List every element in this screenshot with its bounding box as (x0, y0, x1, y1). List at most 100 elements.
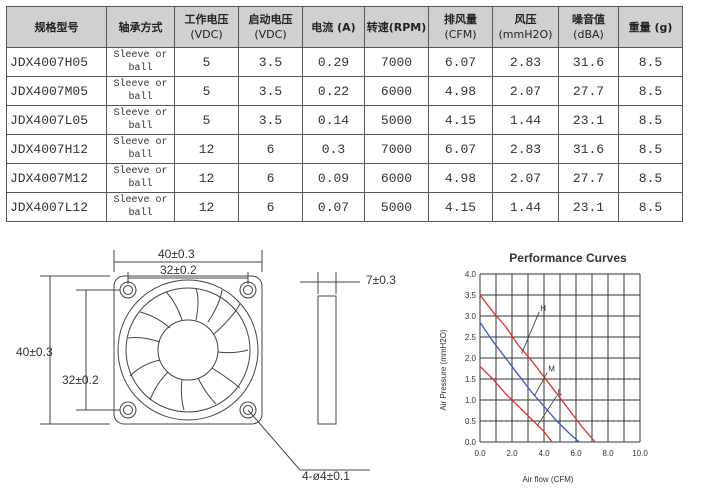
header-main-label: 转速(RPM) (366, 20, 427, 34)
series-label-l: L (558, 388, 563, 397)
bearing-cell: Sleeve or ball (106, 47, 175, 77)
dim-holes-label: 4-ø4±0.1 (302, 469, 350, 483)
start-voltage-cell: 6 (238, 134, 303, 164)
chart-title: Performance Curves (509, 251, 627, 265)
x-tick-label: 10.0 (632, 449, 648, 458)
header-cell: 风压 (mmH2O) (492, 6, 559, 48)
speed-cell: 7000 (364, 47, 429, 77)
series-leader-l (537, 395, 558, 426)
speed-cell: 7000 (364, 134, 429, 164)
header-cell: 转速(RPM) (364, 6, 429, 48)
bearing-line: Sleeve or (113, 166, 168, 177)
bearing-cell: Sleeve or ball (106, 76, 175, 106)
start-voltage-cell: 3.5 (238, 105, 303, 135)
current-cell: 0.07 (302, 192, 365, 222)
header-unit-label: (VDC) (254, 28, 287, 41)
performance-chart: Performance Curves H M L 0.0 2.0 4.0 6.0 8.0 10… (439, 251, 648, 484)
table-row: JDX4007L12 Sleeve or ball 12 6 0.07 5000 4.15 1.… (6, 192, 683, 222)
current-cell: 0.29 (302, 47, 365, 77)
header-cell: 规格型号 (6, 6, 107, 48)
table-row: JDX4007M05 Sleeve or ball 5 3.5 0.22 6000 4.98 2… (6, 76, 683, 106)
header-unit-label: (CFM) (444, 28, 477, 41)
y-tick-label: 3.0 (465, 312, 477, 321)
weight-cell: 8.5 (618, 105, 683, 135)
bearing-line: ball (128, 179, 153, 190)
dim-hole-spacing-v-label: 32±0.2 (62, 373, 99, 387)
y-tick-label: 1.5 (465, 375, 477, 384)
airflow-cell: 6.07 (428, 47, 493, 77)
airflow-cell: 4.15 (428, 192, 493, 222)
chart-xlabel: Air flow (CFM) (522, 475, 573, 484)
bearing-line: ball (128, 208, 153, 219)
pressure-cell: 1.44 (492, 105, 559, 135)
noise-cell: 27.7 (558, 163, 619, 193)
pressure-cell: 2.83 (492, 134, 559, 164)
fan-rotor-inner (125, 287, 251, 413)
model-cell: JDX4007H05 (6, 47, 107, 77)
series-line-h (479, 294, 596, 443)
start-voltage-cell: 6 (238, 163, 303, 193)
speed-cell: 5000 (364, 192, 429, 222)
header-main-label: 排风量 (444, 13, 477, 26)
header-main-label: 风压 (514, 13, 537, 26)
x-tick-label: 8.0 (602, 449, 614, 458)
speed-cell: 6000 (364, 76, 429, 106)
airflow-cell: 6.07 (428, 134, 493, 164)
x-tick-label: 4.0 (538, 449, 550, 458)
pressure-cell: 2.07 (492, 76, 559, 106)
fan-side-view (317, 295, 337, 425)
weight-cell: 8.5 (618, 192, 683, 222)
bearing-line: Sleeve or (113, 137, 168, 148)
current-cell: 0.22 (302, 76, 365, 106)
model-cell: JDX4007L05 (6, 105, 107, 135)
chart-ticks: 0.0 2.0 4.0 6.0 8.0 10.0 0.0 0.5 1.0 1.5 2.0 2.5 3.0… (465, 270, 648, 458)
current-cell: 0.09 (302, 163, 365, 193)
voltage-cell: 12 (174, 134, 239, 164)
header-main-label: 启动电压 (248, 13, 293, 26)
weight-cell: 8.5 (618, 47, 683, 77)
header-unit-label: (VDC) (190, 28, 223, 41)
table-row: JDX4007H05 Sleeve or ball 5 3.5 0.29 7000 6.07 2… (6, 47, 683, 77)
series-label-h: H (540, 304, 546, 313)
model-cell: JDX4007M05 (6, 76, 107, 106)
voltage-cell: 12 (174, 163, 239, 193)
y-tick-label: 1.0 (465, 396, 477, 405)
header-unit-label: (dBA) (573, 28, 604, 41)
bearing-line: Sleeve or (113, 108, 168, 119)
mounting-holes (119, 281, 257, 419)
fan-frame-outline (113, 275, 263, 425)
chart-series: H M L (479, 294, 596, 443)
header-cell: 启动电压 (VDC) (238, 6, 303, 48)
header-unit-label: (mmH2O) (498, 28, 553, 41)
chart-grid (479, 273, 641, 443)
dim-hole-spacing-h-label: 32±0.2 (160, 263, 197, 277)
series-leader-m (534, 372, 548, 396)
voltage-cell: 12 (174, 192, 239, 222)
header-cell: 噪音值 (dBA) (558, 6, 619, 48)
current-cell: 0.3 (302, 134, 365, 164)
airflow-cell: 4.15 (428, 105, 493, 135)
header-main-label: 电流 (A) (311, 20, 356, 34)
header-main-label: 轴承方式 (118, 20, 163, 34)
pressure-cell: 1.44 (492, 192, 559, 222)
table-row: JDX4007H12 Sleeve or ball 12 6 0.3 7000 6.07 2.8… (6, 134, 683, 164)
chart-ylabel: Air Pressure (mmH2O) (439, 329, 448, 411)
y-tick-label: 0.0 (465, 438, 477, 447)
table-header: 规格型号 轴承方式 工作电压 (VDC) 启动电压 (VDC) 电流 (A) 转速(RPM) 排… (6, 6, 683, 48)
bearing-cell: Sleeve or ball (106, 163, 175, 193)
bearing-line: Sleeve or (113, 79, 168, 90)
header-cell: 排风量 (CFM) (428, 6, 493, 48)
noise-cell: 23.1 (558, 192, 619, 222)
x-tick-label: 0.0 (474, 449, 486, 458)
bearing-cell: Sleeve or ball (106, 105, 175, 135)
fan-dimension-drawing: 40±0.3 32±0.2 40±0.3 32±0.2 7±0.3 4-ø4±0… (16, 247, 396, 483)
y-tick-label: 2.5 (465, 333, 477, 342)
bearing-line: ball (128, 121, 153, 132)
model-cell: JDX4007H12 (6, 134, 107, 164)
noise-cell: 31.6 (558, 47, 619, 77)
start-voltage-cell: 6 (238, 192, 303, 222)
bearing-line: ball (128, 150, 153, 161)
voltage-cell: 5 (174, 76, 239, 106)
speed-cell: 5000 (364, 105, 429, 135)
airflow-cell: 4.98 (428, 76, 493, 106)
